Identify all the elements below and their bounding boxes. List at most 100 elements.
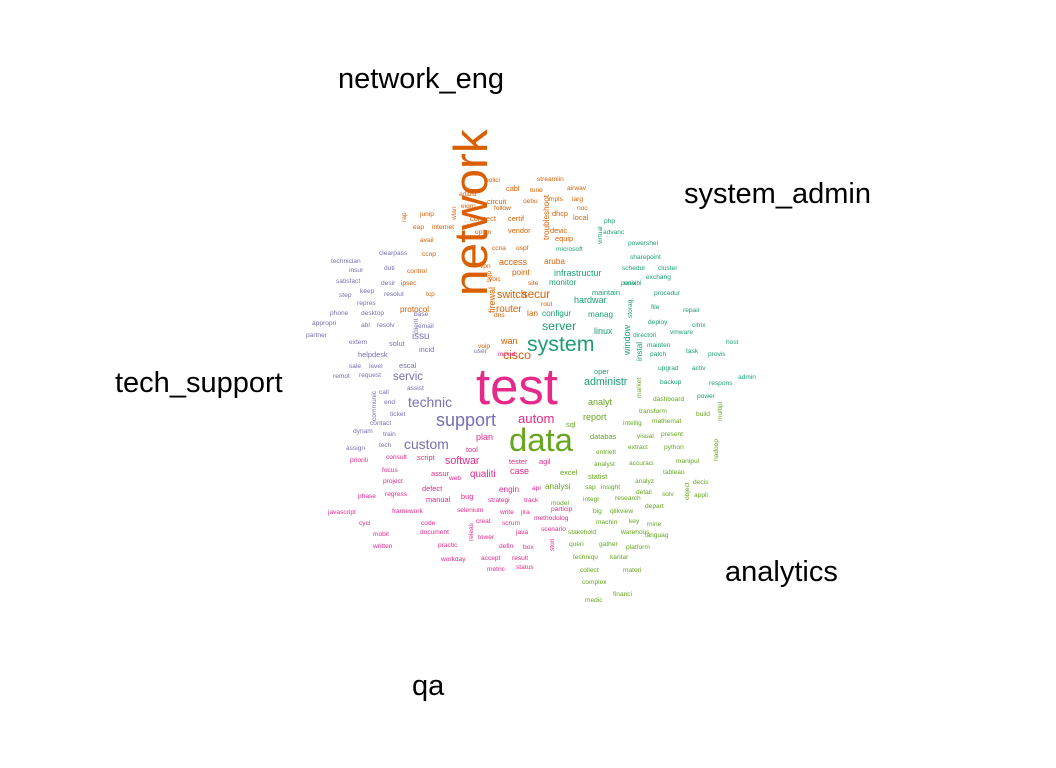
word-network-eng-internet: internet (432, 224, 454, 231)
word-qa-javascript: javascript (328, 509, 356, 516)
word-tech-support-call: call (379, 389, 389, 396)
word-tech-support-communic: communic (371, 390, 378, 421)
word-analytics-mine: mine (647, 521, 662, 528)
word-network-eng-ccnp: ccnp (422, 251, 436, 258)
word-analytics-solv: solv (662, 491, 674, 498)
word-analytics-multipl: multipl (717, 401, 724, 421)
word-analytics-complex: complex (582, 579, 607, 586)
word-system-admin-monitor: monitor (549, 278, 577, 287)
word-tech-support-incid: incid (419, 345, 435, 354)
word-qa-strategi: strategi (488, 497, 510, 504)
word-tech-support-abl: abl (361, 322, 370, 329)
word-tech-support-satisfact: satisfact (336, 278, 361, 285)
word-tech-support-resolv: resolv (377, 322, 395, 329)
word-analytics-intellig: intellig (623, 420, 642, 427)
word-qa-includ: includ (498, 351, 516, 358)
group-label-analytics: analytics (725, 556, 838, 588)
word-tech-support-repres: repres (357, 300, 376, 307)
word-qa-particip: particip (551, 506, 573, 513)
word-system-admin-window: window (622, 324, 632, 355)
word-system-admin-directori: directori (633, 332, 657, 339)
word-qa-phase: phase (358, 493, 376, 500)
word-network-eng-devic: devic (550, 226, 568, 235)
word-qa-prioriti: prioriti (350, 457, 368, 464)
word-analytics-hadoop: hadoop (713, 438, 720, 461)
word-network-eng-certif: certif (508, 214, 525, 223)
word-system-admin-task: task (686, 348, 699, 355)
word-analytics-detail: detail (636, 489, 652, 496)
word-qa-regress: regress (385, 491, 407, 498)
word-analytics-analysi: analysi (545, 482, 571, 491)
word-analytics-gather: gather (599, 541, 618, 548)
word-network-eng-cisco: cisco (503, 348, 532, 362)
word-network-eng-access: access (499, 257, 528, 267)
word-analytics-financi: financi (613, 591, 633, 598)
word-qa-java: java (516, 529, 529, 536)
word-network-eng-protocol: protocol (400, 305, 430, 314)
word-system-admin-exchang: exchang (646, 274, 671, 281)
word-analytics-entrietl: entrietl (596, 449, 616, 456)
word-analytics-languag: languag (645, 532, 669, 539)
word-system-admin-advanc: advanc (603, 229, 625, 236)
word-analytics-market: market (636, 377, 643, 398)
word-analytics-present: present (661, 431, 683, 438)
word-network-eng-rap: rap (401, 212, 408, 222)
word-network-eng-switch: switch (497, 289, 527, 301)
word-tech-support-appropri: appropri (312, 320, 337, 327)
word-qa-bug: bug (461, 492, 474, 501)
word-tech-support-solut: solut (389, 339, 405, 348)
word-qa-assur: assur (431, 469, 450, 478)
word-analytics-python: python (664, 444, 684, 451)
word-analytics-machin: machin (596, 519, 618, 526)
word-analytics-dashboard: dashboard (653, 396, 685, 403)
word-tech-support-client: client (413, 318, 420, 334)
word-network-eng-oebu: oebu (523, 198, 538, 205)
word-analytics-accuraci: accuraci (629, 460, 654, 467)
word-network-eng-tcp: tcp (426, 291, 435, 298)
word-network-eng-local: local (573, 213, 589, 222)
word-qa-scenario: scenario (541, 526, 566, 533)
word-tech-support-insur: insur (349, 267, 364, 274)
word-system-admin-hardwar: hardwar (574, 295, 607, 305)
word-tech-support-partner: partner (306, 332, 327, 339)
word-qa-methodolog: methodolog (534, 515, 569, 522)
word-system-admin-vmware: vmware (670, 329, 694, 336)
word-tech-support-contact: contact (370, 420, 392, 427)
word-qa-plan: plan (476, 432, 494, 442)
word-network-eng-streamlin: streamlin (537, 176, 564, 183)
word-tech-support-ticket: ticket (390, 411, 406, 418)
word-analytics-key: key (629, 518, 640, 525)
word-qa-creat: creat (476, 518, 491, 525)
word-analytics-extract: extract (628, 444, 648, 451)
word-tech-support-support: support (436, 410, 497, 430)
word-system-admin-manag: manag (588, 310, 614, 319)
word-network-eng-ipsec: ipsec (401, 280, 417, 287)
word-analytics-insight: insight (601, 484, 621, 491)
group-label-system-admin: system_admin (684, 178, 871, 210)
word-qa-write: write (500, 509, 514, 516)
word-qa-web: web (449, 475, 462, 482)
word-qa-cycl: cycl (359, 520, 371, 527)
word-network-eng-ospf: ospf (516, 245, 529, 252)
word-analytics-analyt: analyt (588, 397, 613, 407)
word-system-admin-possibl: possibl (621, 280, 642, 287)
word-analytics-decis: decis (693, 479, 709, 486)
word-network-eng-mpls: mpls (549, 196, 563, 203)
word-qa-agil: agil (539, 457, 551, 466)
word-qa-stori: stori (549, 538, 556, 551)
word-system-admin-file: file (651, 304, 660, 311)
word-tech-support-technic: technic (408, 394, 453, 410)
word-tech-support-duti: duti (384, 265, 395, 272)
word-qa-track: track (524, 497, 539, 504)
word-system-admin-repair: repair (683, 307, 700, 314)
word-system-admin-microsoft: microsoft (556, 246, 583, 253)
word-network-eng-airwav: airwav (567, 185, 587, 192)
word-analytics-warehous: warehous (621, 529, 650, 536)
word-network-eng-point: point (512, 268, 530, 277)
word-system-admin-deploy: deploy (648, 319, 668, 326)
word-qa-engin: engin (499, 485, 520, 494)
word-network-eng-equip: equip (555, 234, 574, 243)
word-tech-support-servic: servic (393, 371, 424, 383)
word-analytics-data: data (509, 421, 573, 458)
word-qa-consult: consult (386, 454, 407, 461)
